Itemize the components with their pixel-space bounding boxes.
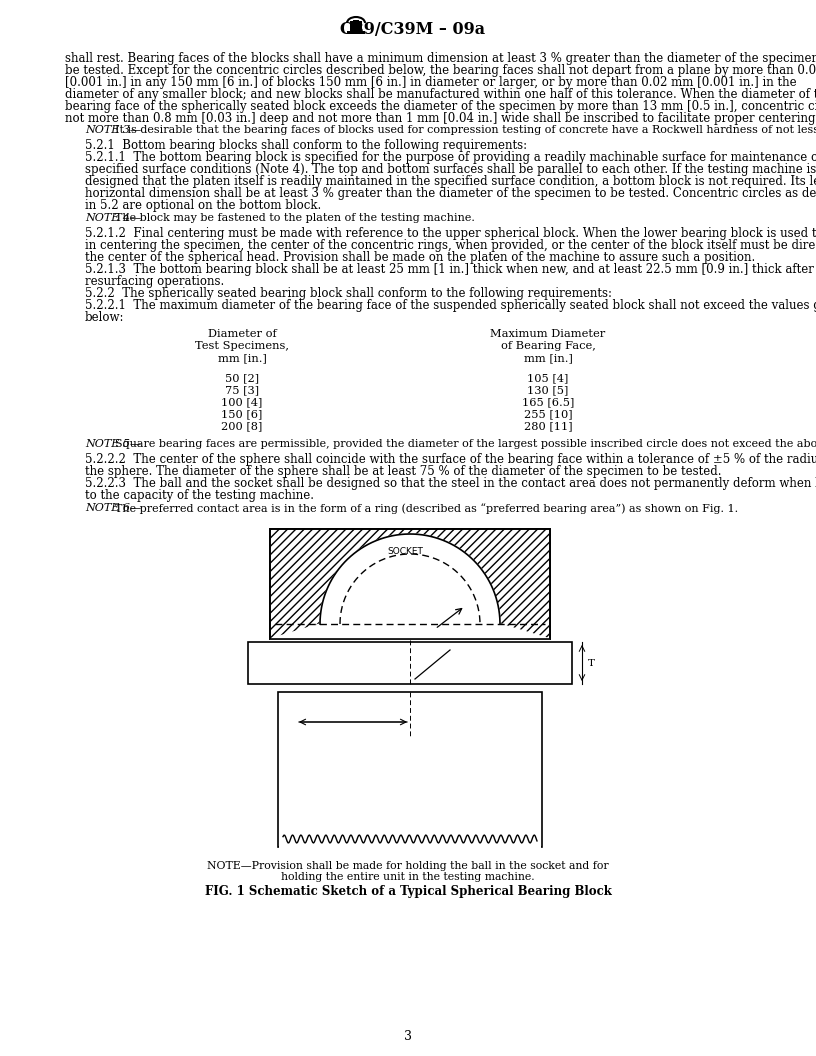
Text: 280 [11]: 280 [11] [524,421,572,431]
Text: 150 [6]: 150 [6] [221,409,263,419]
Text: FIG. 1 Schematic Sketch of a Typical Spherical Bearing Block: FIG. 1 Schematic Sketch of a Typical Sph… [205,885,611,898]
Text: 75 [3]: 75 [3] [225,385,259,395]
Text: The preferred contact area is in the form of a ring (described as “preferred bea: The preferred contact area is in the for… [115,503,738,514]
Text: T: T [588,659,595,667]
Text: not more than 0.8 mm [0.03 in.] deep and not more than 1 mm [0.04 in.] wide shal: not more than 0.8 mm [0.03 in.] deep and… [65,112,816,125]
Bar [248,642,572,684]
Text: 130 [5]: 130 [5] [527,385,569,395]
Text: NOTE 3—: NOTE 3— [85,125,141,135]
Text: 5.2.1.3  The bottom bearing block shall be at least 25 mm [1 in.] thick when new: 5.2.1.3 The bottom bearing block shall b… [85,263,816,276]
Bar [270,529,550,639]
Text: 5.2.1  Bottom bearing blocks shall conform to the following requirements:: 5.2.1 Bottom bearing blocks shall confor… [85,139,527,152]
Text: the sphere. The diameter of the sphere shall be at least 75 % of the diameter of: the sphere. The diameter of the sphere s… [85,465,721,478]
Text: resurfacing operations.: resurfacing operations. [85,275,224,288]
Text: diameter of any smaller block; and new blocks shall be manufactured within one h: diameter of any smaller block; and new b… [65,88,816,101]
Text: mm [in.]: mm [in.] [218,353,267,363]
Text: 5.2.2.3  The ball and the socket shall be designed so that the steel in the cont: 5.2.2.3 The ball and the socket shall be… [85,477,816,490]
Bar [358,21,361,31]
Text: in 5.2 are optional on the bottom block.: in 5.2 are optional on the bottom block. [85,199,322,212]
Text: Maximum Diameter: Maximum Diameter [490,329,605,339]
Text: NOTE 4—: NOTE 4— [85,213,141,223]
Polygon shape [270,534,550,639]
Text: horizontal dimension shall be at least 3 % greater than the diameter of the spec: horizontal dimension shall be at least 3… [85,187,816,200]
Text: NOTE 5—: NOTE 5— [85,439,141,449]
Text: 100 [4]: 100 [4] [221,397,263,407]
Text: 200 [8]: 200 [8] [221,421,263,431]
Bar [278,692,542,847]
Text: of Bearing Face,: of Bearing Face, [500,341,596,351]
Text: [0.001 in.] in any 150 mm [6 in.] of blocks 150 mm [6 in.] in diameter or larger: [0.001 in.] in any 150 mm [6 in.] of blo… [65,76,796,89]
Text: 165 [6.5]: 165 [6.5] [521,397,574,407]
Text: below:: below: [85,312,125,324]
Text: SOCKET: SOCKET [387,547,423,557]
Bar [279,845,541,848]
Bar [356,19,358,33]
Text: 5.2.1.2  Final centering must be made with reference to the upper spherical bloc: 5.2.1.2 Final centering must be made wit… [85,227,816,240]
Text: 255 [10]: 255 [10] [524,409,572,419]
Text: NOTE—Provision shall be made for holding the ball in the socket and for: NOTE—Provision shall be made for holding… [207,861,609,871]
Text: 5.2.2.2  The center of the sphere shall coincide with the surface of the bearing: 5.2.2.2 The center of the sphere shall c… [85,453,816,466]
Text: The block may be fastened to the platen of the testing machine.: The block may be fastened to the platen … [115,213,476,223]
Bar [347,31,365,34]
Text: bearing face of the spherically seated block exceeds the diameter of the specime: bearing face of the spherically seated b… [65,100,816,113]
Text: designed that the platen itself is readily maintained in the specified surface c: designed that the platen itself is readi… [85,175,816,188]
Text: PREFERRED
BEARING
AREA: PREFERRED BEARING AREA [376,644,428,674]
Text: NOTE 6—: NOTE 6— [85,503,141,513]
Text: Square bearing faces are permissible, provided the diameter of the largest possi: Square bearing faces are permissible, pr… [115,439,816,449]
Text: BALL: BALL [258,658,280,666]
Text: holding the entire unit in the testing machine.: holding the entire unit in the testing m… [282,872,534,882]
Bar [270,529,550,639]
Bar [270,529,550,639]
Text: shall rest. Bearing faces of the blocks shall have a minimum dimension at least : shall rest. Bearing faces of the blocks … [65,52,816,65]
Text: in centering the specimen, the center of the concentric rings, when provided, or: in centering the specimen, the center of… [85,239,816,252]
Text: to the capacity of the testing machine.: to the capacity of the testing machine. [85,489,314,502]
Bar [349,21,353,31]
Text: mm [in.]: mm [in.] [524,353,573,363]
Text: 3: 3 [404,1030,412,1043]
Text: specified surface conditions (Note 4). The top and bottom surfaces shall be para: specified surface conditions (Note 4). T… [85,163,816,176]
Text: C39/C39M – 09a: C39/C39M – 09a [340,21,486,38]
Text: It is desirable that the bearing faces of blocks used for compression testing of: It is desirable that the bearing faces o… [115,125,816,135]
Text: T ᴏUST BE NO LESS THAN (R–r): T ᴏUST BE NO LESS THAN (R–r) [334,767,486,777]
Text: 50 [2]: 50 [2] [225,373,259,383]
Text: TEST SPECIMEN: TEST SPECIMEN [361,807,459,821]
Text: be tested. Except for the concentric circles described below, the bearing faces : be tested. Except for the concentric cir… [65,64,816,77]
Text: R: R [349,715,357,725]
Text: Diameter of: Diameter of [207,329,277,339]
Text: 5.2.2  The spherically seated bearing block shall conform to the following requi: 5.2.2 The spherically seated bearing blo… [85,287,612,300]
Text: 5.2.2.1  The maximum diameter of the bearing face of the suspended spherically s: 5.2.2.1 The maximum diameter of the bear… [85,299,816,312]
Text: Test Specimens,: Test Specimens, [195,341,289,351]
Text: 5.2.1.1  The bottom bearing block is specified for the purpose of providing a re: 5.2.1.1 The bottom bearing block is spec… [85,151,816,164]
Text: the center of the spherical head. Provision shall be made on the platen of the m: the center of the spherical head. Provis… [85,251,756,264]
Text: 105 [4]: 105 [4] [527,373,569,383]
Bar [353,19,356,33]
